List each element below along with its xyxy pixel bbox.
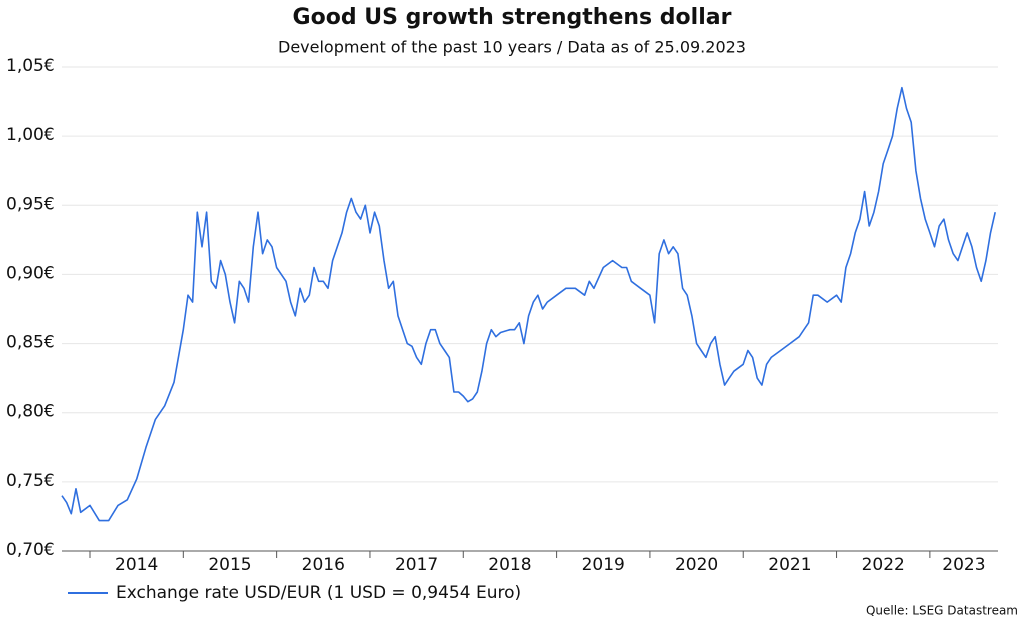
x-tick-label: 2014 [115,555,158,575]
chart-subtitle: Development of the past 10 years / Data … [278,38,746,57]
y-tick-label: 0,85€ [6,333,55,353]
x-tick-label: 2020 [675,555,718,575]
x-tick-label: 2019 [582,555,625,575]
y-tick-label: 1,05€ [6,56,55,76]
y-tick-label: 0,70€ [6,540,55,560]
y-tick-label: 0,95€ [6,194,55,214]
x-tick-label: 2016 [302,555,345,575]
x-tick-label: 2023 [942,555,985,575]
y-tick-label: 1,00€ [6,125,55,145]
source: Quelle: LSEG Datastream [866,604,1018,618]
y-tick-label: 0,75€ [6,471,55,491]
x-tick-label: 2017 [395,555,438,575]
series-line [61,86,996,522]
legend-label: Exchange rate USD/EUR (1 USD = 0,9454 Eu… [116,583,521,603]
y-tick-label: 0,80€ [6,402,55,422]
y-tick-label: 0,90€ [6,263,55,283]
x-tick-label: 2022 [862,555,905,575]
x-tick-label: 2021 [768,555,811,575]
chart-title: Good US growth strengthens dollar [293,5,732,30]
x-tick-label: 2018 [488,555,531,575]
x-tick-label: 2015 [208,555,251,575]
